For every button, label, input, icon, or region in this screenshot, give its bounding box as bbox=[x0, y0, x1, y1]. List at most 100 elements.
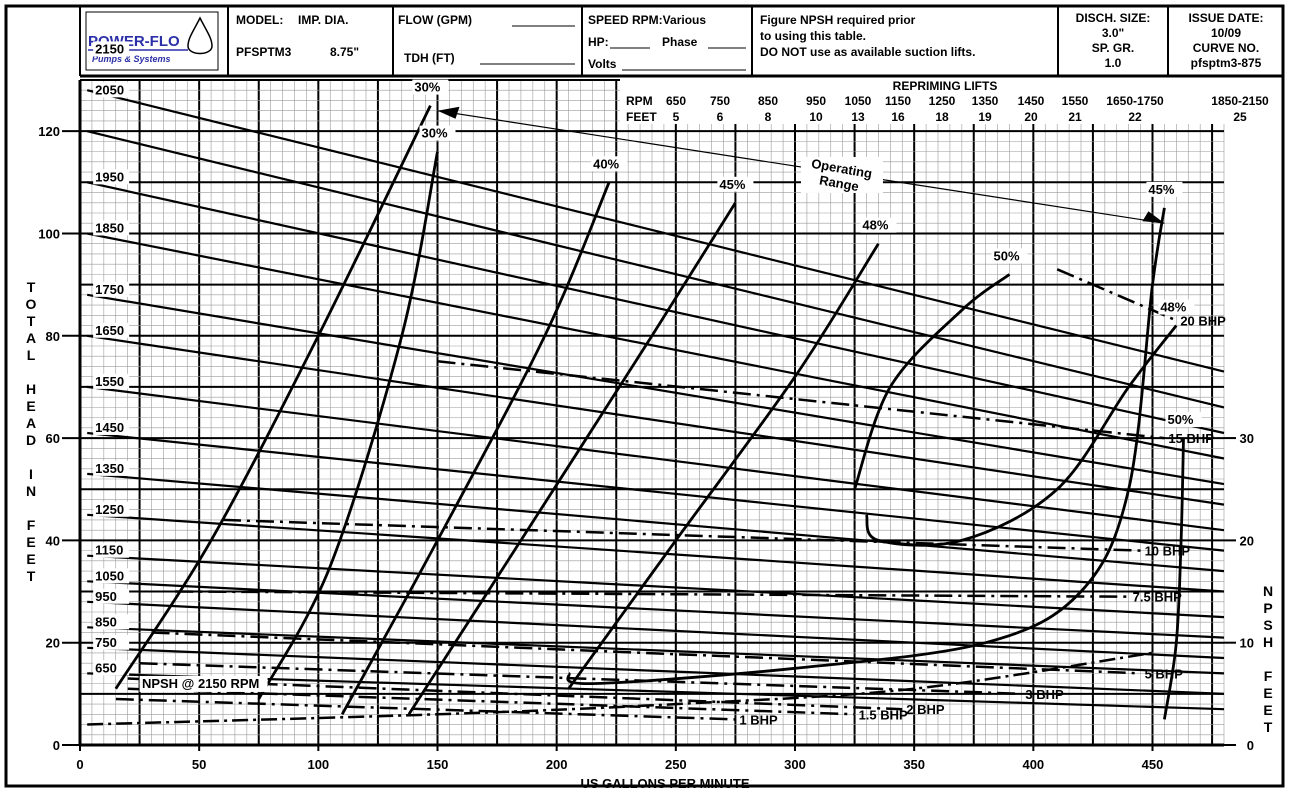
y-tick-label: 40 bbox=[46, 533, 60, 548]
efficiency-curve-4 bbox=[567, 242, 880, 690]
npsh-label: NPSH @ 2150 RPM bbox=[142, 676, 259, 691]
speed-label-1550: 1550 bbox=[95, 374, 124, 389]
speed-curve-1650 bbox=[87, 334, 1225, 506]
speed-label-1350: 1350 bbox=[95, 461, 124, 476]
speed-label-950: 950 bbox=[95, 589, 117, 604]
efficiency-label-0: 30% bbox=[414, 80, 440, 95]
speed-label-2050: 2050 bbox=[95, 82, 124, 97]
repriming-feet-label: FEET bbox=[626, 110, 657, 124]
chart-grid bbox=[79, 79, 1225, 746]
y-tick-label: 80 bbox=[46, 329, 60, 344]
y-axis-title-letter: H bbox=[26, 381, 36, 397]
repriming-rpm-1: 750 bbox=[710, 94, 730, 108]
speed-curve-1850 bbox=[86, 232, 1225, 460]
operating-range-arrowhead-right bbox=[1142, 211, 1165, 224]
speed-curve-850 bbox=[87, 626, 1225, 675]
repriming-rpm-10: 1650-1750 bbox=[1106, 94, 1164, 108]
x-tick-label: 400 bbox=[1022, 757, 1044, 772]
repriming-feet-6: 18 bbox=[935, 110, 949, 124]
repriming-title: REPRIMING LIFTS bbox=[893, 79, 998, 93]
x-tick-label: 300 bbox=[784, 757, 806, 772]
repriming-rpm-0: 650 bbox=[666, 94, 686, 108]
speed-curve-950 bbox=[87, 600, 1225, 660]
speed-label-bg bbox=[93, 460, 130, 476]
speed-label-bg bbox=[93, 588, 130, 604]
repriming-rpm-9: 1550 bbox=[1062, 94, 1089, 108]
speed-label-1450: 1450 bbox=[95, 420, 124, 435]
y2-axis-title-letter: N bbox=[1263, 583, 1273, 599]
speed-label-1750: 1750 bbox=[95, 282, 124, 297]
repriming-rpm-label: RPM bbox=[626, 94, 653, 108]
y2-axis-title-letter: E bbox=[1263, 702, 1272, 718]
efficiency-label-1: 30% bbox=[422, 126, 448, 141]
model-value: PFSPTM3 bbox=[236, 45, 292, 59]
title-block: POWER-FLO Pumps & Systems MODEL: IMP. DI… bbox=[79, 6, 1283, 78]
y-axis-title-letter: T bbox=[27, 313, 36, 329]
repriming-feet-2: 8 bbox=[765, 110, 772, 124]
npsh-label-bg bbox=[139, 675, 268, 692]
bhp-label-15BHP: 1.5 BHP bbox=[859, 707, 908, 722]
efficiency-label-bg bbox=[717, 176, 754, 192]
speed-curve-2150 bbox=[86, 89, 1225, 373]
speed-label-1250: 1250 bbox=[95, 502, 124, 517]
outer-frame bbox=[4, 4, 1285, 788]
efficiency-label-bg bbox=[412, 79, 449, 95]
y-axis-title-letter: L bbox=[27, 347, 36, 363]
speed-label-bg bbox=[93, 82, 130, 98]
speed-curve-1750 bbox=[87, 293, 1225, 486]
logo-subtitle: Pumps & Systems bbox=[92, 54, 171, 64]
tdh-label: TDH (FT) bbox=[404, 51, 455, 65]
imp-dia-label: IMP. DIA. bbox=[298, 13, 348, 27]
y-axis-title-letter: T bbox=[27, 568, 36, 584]
repriming-lifts-table: REPRIMING LIFTS RPM FEET 650 750 850 950 105… bbox=[620, 78, 1280, 124]
speed-label-bg bbox=[93, 322, 130, 338]
bhp-label-3BHP: 3 BHP bbox=[1025, 687, 1064, 702]
y-axis-title-letter: E bbox=[26, 551, 35, 567]
bhp-line-75BHP bbox=[175, 590, 1129, 598]
speed-label: SPEED RPM:Various bbox=[588, 13, 706, 27]
bhp-line-20BHP bbox=[1056, 268, 1177, 322]
bhp-label-10BHP: 10 BHP bbox=[1145, 544, 1191, 559]
speed-label-1850: 1850 bbox=[95, 220, 124, 235]
y-axis-title-letter: F bbox=[27, 517, 36, 533]
repriming-feet-1: 6 bbox=[717, 110, 724, 124]
speed-curve-1350 bbox=[87, 472, 1225, 573]
speed-curve-1950 bbox=[86, 181, 1225, 435]
speed-label-850: 850 bbox=[95, 614, 117, 629]
flow-label: FLOW (GPM) bbox=[398, 13, 472, 27]
efficiency-label-4: 48% bbox=[862, 218, 888, 233]
speed-label-bg bbox=[93, 568, 130, 584]
efficiency-label-bg bbox=[860, 217, 897, 233]
speed-label-bg bbox=[93, 169, 130, 185]
efficiency-label-bg bbox=[1146, 181, 1183, 197]
bhp-line-15BHP bbox=[437, 360, 1165, 440]
x-tick-label: 250 bbox=[665, 757, 687, 772]
npsh-curve: NPSH @ 2150 RPM bbox=[87, 651, 1153, 726]
efficiency-curve-6 bbox=[566, 207, 1166, 686]
speed-curve-1250 bbox=[87, 513, 1225, 593]
speed-label-1650: 1650 bbox=[95, 323, 124, 338]
x-tick-label: 350 bbox=[903, 757, 925, 772]
npsh-note-2: to using this table. bbox=[760, 29, 866, 43]
speed-label-bg bbox=[93, 373, 130, 389]
y2-axis-title-letter: S bbox=[1263, 617, 1272, 633]
spgr-label: SP. GR. bbox=[1092, 41, 1134, 55]
speed-label-bg bbox=[93, 281, 130, 297]
speed-label-bg bbox=[93, 419, 130, 435]
x-tick-label: 200 bbox=[546, 757, 568, 772]
bhp-line-1BHP bbox=[115, 697, 736, 721]
disch-label: DISCH. SIZE: bbox=[1076, 11, 1151, 25]
x-tick-label: 0 bbox=[76, 757, 83, 772]
disch-value: 3.0" bbox=[1102, 26, 1124, 40]
speed-label-bg bbox=[93, 660, 130, 676]
speed-label-1950: 1950 bbox=[95, 169, 124, 184]
efficiency-curve-8 bbox=[1163, 438, 1185, 720]
efficiency-label-bg bbox=[419, 125, 456, 141]
operating-range-label-2: Range bbox=[818, 172, 860, 194]
efficiency-label-3: 45% bbox=[719, 177, 745, 192]
y2-tick-label: 20 bbox=[1240, 533, 1254, 548]
y2-tick-label: 10 bbox=[1240, 636, 1254, 651]
speed-label-650: 650 bbox=[95, 660, 117, 675]
x-tick-label: 50 bbox=[192, 757, 206, 772]
